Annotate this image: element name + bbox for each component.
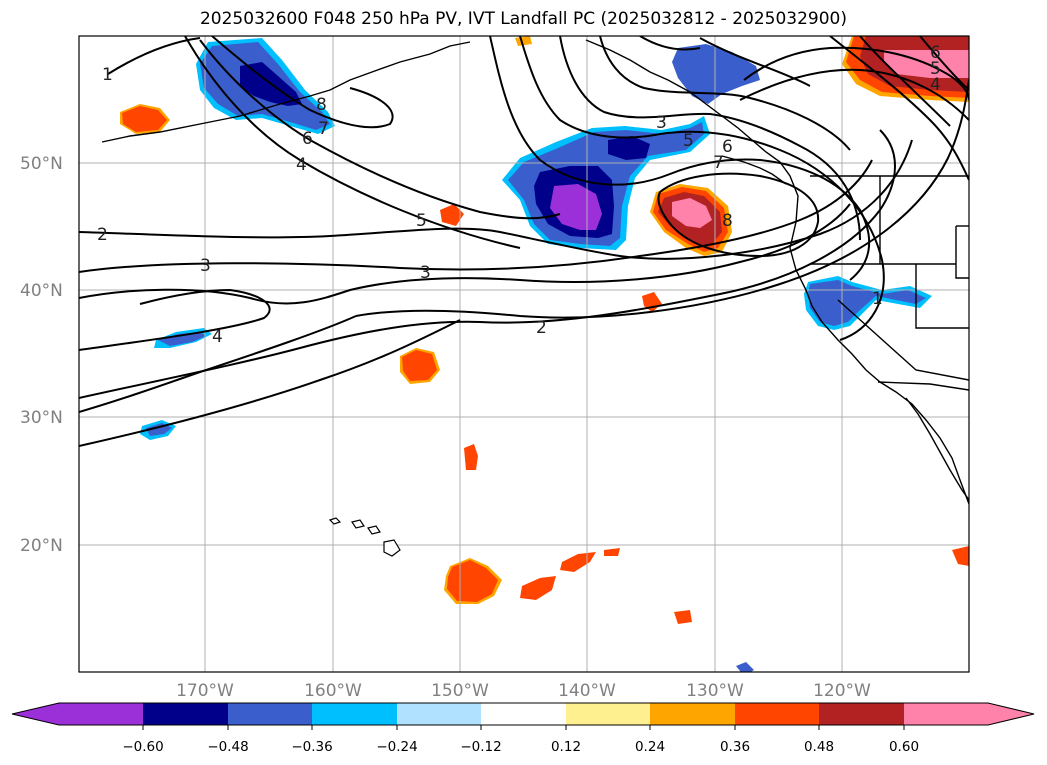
- colorbar-extend-high: [988, 703, 1034, 725]
- colorbar-segment: [819, 703, 904, 725]
- contour-label: 7: [318, 119, 329, 139]
- contour-label: 8: [316, 95, 327, 115]
- longitude-labels: 170°W 160°W 150°W 140°W 130°W 120°W: [176, 681, 871, 701]
- contour-label: 3: [420, 263, 431, 283]
- contour-label: 1: [102, 65, 113, 85]
- colorbar-tick-label: −0.24: [376, 739, 417, 755]
- lon-label: 120°W: [813, 681, 871, 701]
- colorbar-outline: [11, 702, 1035, 726]
- contour-label: 6: [930, 43, 941, 63]
- colorbar-tick-label: −0.48: [207, 739, 248, 755]
- colorbar-extend-low: [12, 703, 59, 725]
- lon-label: 160°W: [304, 681, 362, 701]
- lon-label: 150°W: [431, 681, 489, 701]
- contour-label: 3: [656, 113, 667, 133]
- lat-label: 20°N: [20, 536, 63, 556]
- contour-label: 6: [722, 137, 733, 157]
- colorbar-segment: [397, 703, 481, 725]
- hawaii-islands: [328, 517, 401, 557]
- contour-label: 5: [683, 131, 694, 151]
- map-frame: [78, 35, 970, 673]
- contour-label: 5: [416, 211, 427, 231]
- contour-label: 1: [872, 289, 883, 309]
- colorbar-tick-label: −0.12: [460, 739, 501, 755]
- lat-label: 30°N: [20, 408, 63, 428]
- map-title: 2025032600 F048 250 hPa PV, IVT Landfall…: [199, 9, 847, 29]
- lon-label: 170°W: [176, 681, 234, 701]
- lon-label: 140°W: [558, 681, 616, 701]
- contour-label: 3: [200, 256, 211, 276]
- colorbar-tick-label: 0.24: [635, 739, 665, 755]
- contour-label: 4: [212, 327, 223, 347]
- colorbar-segment: [904, 703, 988, 725]
- contour-label: 2: [97, 225, 108, 245]
- colorbar-tick-label: 0.60: [889, 739, 919, 755]
- colorbar-tick-label: −0.60: [122, 739, 163, 755]
- colorbar-segment: [143, 703, 228, 725]
- colorbar: −0.60 −0.48 −0.36 −0.24 −0.12 0.12 0.24 0.36 0.4…: [11, 702, 1035, 755]
- colorbar-segment: [735, 703, 819, 725]
- lon-label: 130°W: [686, 681, 744, 701]
- contour-labels: 1 2 3 4 5 6 7 8 3 5 6 7 8 6 5 4 3 2 1 4: [97, 43, 941, 347]
- latitude-labels: 50°N 40°N 30°N 20°N: [20, 154, 63, 556]
- ivt-negative-bc-coast: [672, 44, 760, 104]
- contour-label: 6: [302, 129, 313, 149]
- colorbar-tick-label: 0.36: [720, 739, 750, 755]
- colorbar-segment: [59, 703, 143, 725]
- colorbar-segment: [228, 703, 312, 725]
- colorbar-segment: [481, 703, 566, 725]
- colorbar-tick-label: −0.36: [291, 739, 332, 755]
- lat-label: 40°N: [20, 281, 63, 301]
- colorbar-tick-label: 0.12: [551, 739, 581, 755]
- contour-label: 2: [536, 318, 547, 338]
- contour-label: 4: [930, 75, 941, 95]
- ivt-negative-small: [158, 332, 206, 346]
- contour-label: 8: [722, 211, 733, 231]
- colorbar-tick-label: 0.48: [804, 739, 834, 755]
- pv-contours: [79, 36, 969, 447]
- colorbar-segment: [566, 703, 650, 725]
- contour-label: 4: [296, 155, 307, 175]
- contour-label: 7: [713, 153, 724, 173]
- ivt-positive-small: [515, 36, 532, 46]
- ivt-positive-oregon: [650, 184, 732, 256]
- gridlines: [79, 36, 969, 672]
- colorbar-segment: [650, 703, 735, 725]
- map-background: [79, 36, 969, 672]
- lat-label: 50°N: [20, 154, 63, 174]
- contour-label: 5: [930, 59, 941, 79]
- ivt-negative-small: [736, 662, 754, 672]
- colorbar-segment: [312, 703, 397, 725]
